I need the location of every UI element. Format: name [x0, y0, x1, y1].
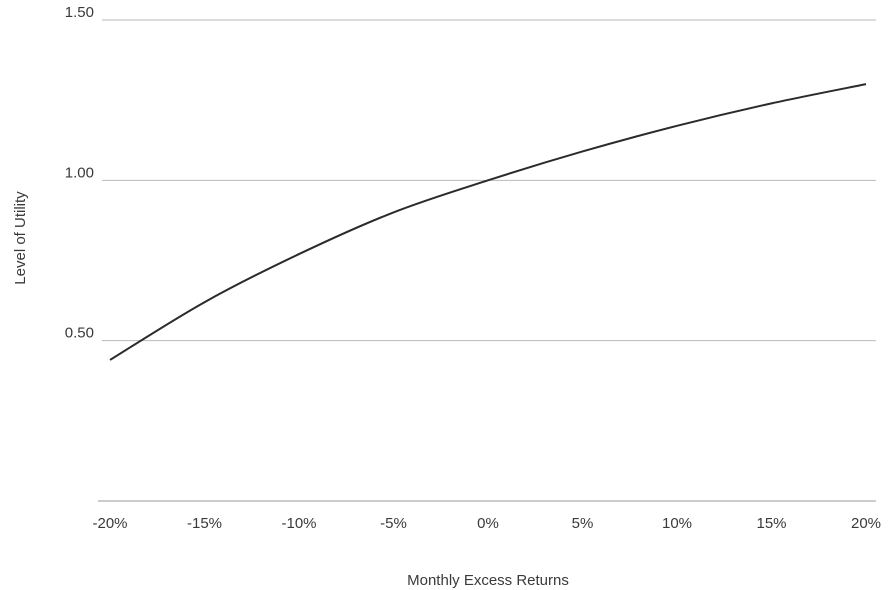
x-tick-label: -5%	[380, 515, 407, 532]
x-tick-label: 20%	[851, 515, 881, 532]
x-tick-label: -20%	[92, 515, 127, 532]
x-tick-label: 10%	[662, 515, 692, 532]
y-tick-label: 0.50	[65, 325, 94, 342]
x-tick-label: 5%	[572, 515, 594, 532]
y-tick-label: 1.00	[65, 164, 94, 181]
x-axis-title: Monthly Excess Returns	[407, 572, 569, 589]
y-axis-title: Level of Utility	[12, 191, 29, 285]
x-tick-label: -10%	[281, 515, 316, 532]
series-layer	[109, 83, 867, 361]
grid-layer	[98, 19, 876, 502]
x-tick-labels: -20% -15% -10% -5% 0% 5% 10% 15% 20%	[92, 515, 881, 532]
x-tick-label: 15%	[756, 515, 786, 532]
y-tick-labels: 0.50 1.00 1.50	[65, 4, 94, 342]
y-tick-label: 1.50	[65, 4, 94, 21]
x-tick-label: -15%	[187, 515, 222, 532]
utility-curve	[109, 83, 867, 361]
x-tick-label: 0%	[477, 515, 499, 532]
